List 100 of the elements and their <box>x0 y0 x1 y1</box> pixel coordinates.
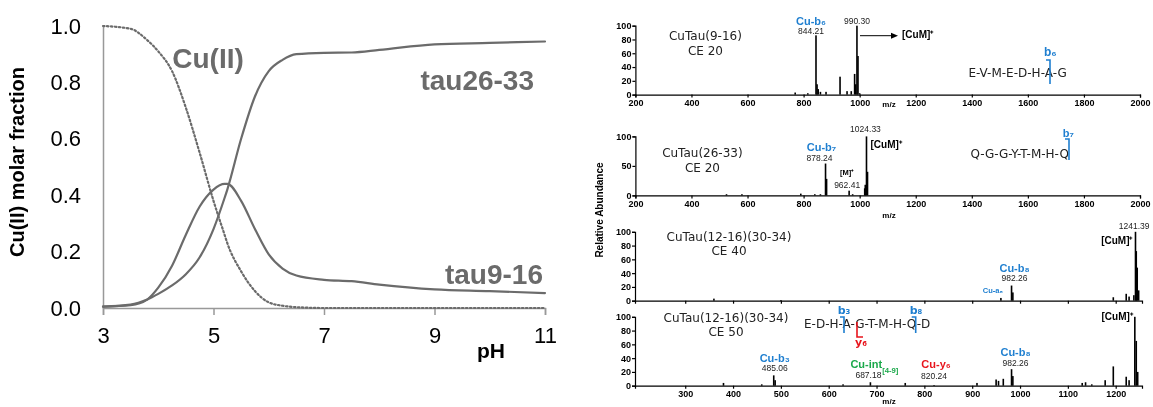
annotation: 820.24 <box>921 371 948 382</box>
y-tick-label: 0 <box>626 89 632 100</box>
annotation: [CuM]⁺ <box>902 28 935 40</box>
x-tick-label: 400 <box>684 198 700 209</box>
y-tick-label: 0.8 <box>50 69 81 95</box>
y-tick-label: 20 <box>621 76 632 87</box>
x-tick-label: 7 <box>318 322 331 348</box>
annotation: 485.06 <box>761 363 789 374</box>
x-tick-label: 3 <box>97 322 110 348</box>
x-tick-label: 600 <box>740 198 756 209</box>
y-tick-label: 0.2 <box>50 239 81 265</box>
y-axis-title: Relative Abundance <box>594 161 605 258</box>
x-axis-title: m/z <box>882 211 896 220</box>
y-tick-label: 60 <box>620 254 631 265</box>
y-tick-label: 0.6 <box>50 126 81 152</box>
x-tick-label: 1000 <box>850 198 871 209</box>
annotation: b₆ <box>1044 44 1057 59</box>
x-tick-label: 1100 <box>1058 389 1079 400</box>
x-tick-label: 1600 <box>1018 198 1039 209</box>
x-tick-label: 800 <box>796 97 812 108</box>
x-tick-label: 400 <box>684 97 700 108</box>
annotation: y₆ <box>855 335 868 349</box>
text: b₃ <box>837 303 851 317</box>
annotation: [CuM]⁺ <box>1101 310 1134 322</box>
annotation: b₇ <box>1062 127 1074 140</box>
annotation: 878.24 <box>806 152 833 163</box>
annotation: CuTau(12-16)(30-34) <box>666 229 792 244</box>
y-tick-label: 20 <box>620 282 631 293</box>
y-tick-label: 100 <box>615 312 631 323</box>
text: b₈ <box>909 303 923 317</box>
x-tick-label: 5 <box>207 322 221 348</box>
x-tick-label: 1400 <box>962 97 983 108</box>
y-tick-label: 0 <box>626 190 632 201</box>
annotation: CE 20 <box>684 161 720 176</box>
y-tick-label: 50 <box>621 161 632 172</box>
annotation: Cu-b₈ <box>1000 346 1031 359</box>
annotation: CuTau(12-16)(30-34) <box>663 310 789 325</box>
x-tick-label: 1000 <box>1010 389 1031 400</box>
y-tick-label: 100 <box>616 131 632 142</box>
x-tick-label: 200 <box>628 198 644 209</box>
y-axis-title: Cu(II) molar fraction <box>6 66 28 258</box>
annotation: Cu-y₆ <box>921 358 951 371</box>
annotation: CuTau(26-33) <box>662 146 743 161</box>
y-tick-label: 0 <box>625 381 631 392</box>
annotation: [CuM]⁺ <box>1101 234 1134 246</box>
y-tick-label: 80 <box>620 240 631 251</box>
annotation: Cu-b₆ <box>795 15 827 28</box>
annotation: 687.18 <box>855 370 882 381</box>
x-tick-label: 900 <box>965 389 981 400</box>
x-tick-label: 1800 <box>1074 198 1095 209</box>
x-tick-label: 1600 <box>1018 97 1039 108</box>
x-axis-title: pH <box>477 339 505 362</box>
y-tick-label: 100 <box>616 21 632 32</box>
annotation: Cu-b₃ <box>759 352 790 365</box>
x-axis-title: m/z <box>882 397 896 406</box>
x-tick-label: 1200 <box>1106 389 1127 400</box>
x-tick-label: 2000 <box>1130 198 1151 209</box>
x-tick-label: 600 <box>821 389 837 400</box>
y-tick-label: 40 <box>621 62 632 73</box>
y-tick-label: 100 <box>615 227 631 238</box>
x-tick-label: 700 <box>869 389 885 400</box>
y-tick-label: 40 <box>620 353 631 364</box>
y-tick-label: 80 <box>620 325 631 336</box>
annotation: CuTau(9-16) <box>668 28 742 43</box>
x-tick-label: 1200 <box>906 97 927 108</box>
annotation: CE 20 <box>687 43 723 58</box>
annotation: 982.26 <box>1001 272 1028 283</box>
y-tick-label: 40 <box>620 268 631 279</box>
x-tick-label: 9 <box>428 322 442 348</box>
x-tick-label: 1000 <box>850 97 871 108</box>
annotation: Cu-b₈ <box>999 261 1030 274</box>
annotation: [CuM]⁺ <box>870 139 903 151</box>
y-tick-label: 60 <box>621 48 632 59</box>
x-tick-label: 400 <box>726 389 742 400</box>
y-tick-label: 0 <box>625 296 631 307</box>
x-tick-label: 1200 <box>906 198 927 209</box>
annotation: Cu-b₇ <box>806 140 837 153</box>
series-label: tau26-33 <box>420 65 534 96</box>
x-tick-label: 300 <box>678 389 694 400</box>
series-label: tau9-16 <box>444 259 543 290</box>
series-label: Cu(II) <box>172 43 244 74</box>
annotation: 962.41 <box>834 179 861 190</box>
x-axis-title: m/z <box>882 100 896 109</box>
y-tick-label: 80 <box>621 34 632 45</box>
annotation: 844.21 <box>797 26 825 37</box>
x-tick-label: 1800 <box>1074 97 1095 108</box>
annotation: 1241.39 <box>1118 220 1150 231</box>
y-tick-label: 0.0 <box>50 295 81 321</box>
x-tick-label: 600 <box>740 97 756 108</box>
x-tick-label: 1400 <box>962 198 983 209</box>
annotation: CE 40 <box>711 243 747 258</box>
annotation: 982.26 <box>1002 358 1029 369</box>
x-tick-label: 800 <box>796 198 812 209</box>
x-tick-label: 800 <box>917 389 933 400</box>
y-tick-label: 0.4 <box>50 182 81 208</box>
annotation: 1024.33 <box>850 124 882 135</box>
x-tick-label: 11 <box>534 322 557 348</box>
annotation: CE 50 <box>708 324 744 339</box>
x-tick-label: 200 <box>628 97 644 108</box>
annotation: 990.30 <box>843 15 871 26</box>
